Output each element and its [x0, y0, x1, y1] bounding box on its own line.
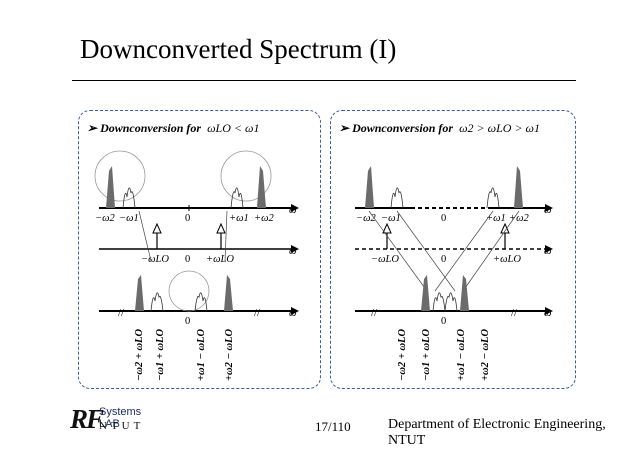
row3-break-left: // [371, 307, 378, 319]
row2-label-pos-lo: +ωLO [206, 254, 234, 265]
pos-w2-signal [257, 166, 266, 208]
row1-label-neg-w1: −ω1 [119, 213, 139, 224]
row2-omega: ω [544, 246, 551, 257]
right-heading-text: Downconversion for [352, 121, 454, 135]
if-pos-w2-signal [224, 275, 233, 311]
row1-axis-arrowhead [291, 204, 299, 212]
row3-axis-arrowhead [291, 307, 299, 315]
neg-w1-signal [390, 187, 404, 209]
row1-label-zero: 0 [185, 213, 190, 224]
row3-break-right: // [254, 307, 261, 319]
if-pos-w1-signal [194, 292, 208, 312]
row3-omega: ω [544, 308, 551, 319]
row3-label-1: −ω2 + ωLO [134, 329, 145, 381]
if-pos-w1-signal [444, 292, 458, 312]
row3-label-1: −ω2 + ωLO [397, 329, 408, 381]
left-heading-text: Downconversion for [100, 121, 202, 135]
row1-label-zero: 0 [441, 213, 446, 224]
right-panel-heading: ➢ Downconversion for ω2 > ωLO > ω1 [339, 121, 540, 136]
row2-axis-arrowhead [291, 245, 299, 253]
row3-label-zero: 0 [441, 316, 446, 327]
row3-label-2: −ω1 + ωLO [155, 329, 166, 381]
row1-label-neg-w1: −ω1 [381, 213, 401, 224]
mix-arrow-left [138, 210, 152, 262]
title-divider [72, 80, 576, 81]
right-spectrum-diagram: ω −ω2 −ω1 0 +ω1 +ω2 ω −ωLO 0 +ωLO [355, 166, 553, 381]
row1-axis-arrowhead [545, 204, 553, 212]
left-spectrum-diagram: ω −ω2 −ω1 0 +ω1 +ω2 ω −ωLO 0 [94, 150, 299, 381]
pos-lo-arrowhead [216, 222, 226, 234]
row1-label-pos-w1: +ω1 [229, 213, 249, 224]
mix-arrow-1 [368, 210, 428, 292]
if-neg-w2-signal [421, 275, 430, 311]
row3-break-left: // [118, 307, 125, 319]
left-panel: ➢ Downconversion for ωLO < ω1 ω −ω2 −ω1 0… [78, 110, 321, 389]
pos-w2-signal [514, 166, 523, 208]
row3-label-4: +ω2 − ωLO [480, 329, 491, 381]
row1-omega: ω [544, 205, 551, 216]
row1-label-pos-w1: +ω1 [486, 213, 506, 224]
arrow-bullet-icon: ➢ [339, 121, 350, 135]
row3-omega: ω [289, 308, 296, 319]
row1-label-neg-w2: −ω2 [95, 213, 115, 224]
neg-lo-arrowhead [152, 222, 162, 234]
right-panel: ➢ Downconversion for ω2 > ωLO > ω1 ω −ω2 … [330, 110, 576, 389]
row2-label-zero: 0 [185, 254, 190, 265]
row2-axis-arrowhead [545, 245, 553, 253]
if-neg-w1-signal [150, 292, 164, 312]
if-neg-w2-signal [135, 275, 144, 311]
logo-school-text: NTUT [99, 420, 145, 432]
arrow-bullet-icon: ➢ [87, 121, 98, 135]
row2-label-neg-lo: −ωLO [371, 254, 399, 265]
mix-arrow-right [224, 210, 228, 262]
neg-lo-arrowhead [382, 222, 392, 234]
row3-label-3: +ω1 − ωLO [196, 329, 207, 381]
if-pos-w2-signal [460, 275, 469, 311]
row3-break-right: // [511, 307, 518, 319]
if-neg-w1-signal [432, 292, 446, 312]
rf-systems-lab-logo: RF Systems LAB NTUT [70, 404, 160, 436]
neg-w2-signal [365, 166, 374, 208]
row2-label-zero: 0 [441, 254, 446, 265]
pos-w1-signal [486, 187, 500, 209]
mix-arrow-2 [396, 210, 456, 292]
row2-label-pos-lo: +ωLO [493, 254, 521, 265]
row1-label-neg-w2: −ω2 [356, 213, 376, 224]
left-panel-heading: ➢ Downconversion for ωLO < ω1 [87, 121, 259, 136]
row3-axis-arrowhead [545, 307, 553, 315]
row3-label-3: +ω1 − ωLO [456, 329, 467, 381]
neg-band-circle [94, 150, 146, 202]
row2-omega: ω [289, 246, 296, 257]
pos-w1-signal [230, 187, 244, 209]
if-band-circle [168, 270, 210, 312]
neg-w2-signal [106, 166, 115, 208]
row1-omega: ω [289, 205, 296, 216]
row3-label-2: −ω1 + ωLO [421, 329, 432, 381]
right-heading-condition: ω2 > ωLO > ω1 [459, 121, 541, 135]
department-name: Department of Electronic Engineering, NT… [388, 417, 606, 448]
neg-w1-signal [122, 187, 136, 209]
page-number: 17/110 [315, 419, 351, 434]
row2-label-neg-lo: −ωLO [141, 254, 169, 265]
pos-band-circle [220, 150, 272, 202]
row1-label-pos-w2: +ω2 [509, 213, 529, 224]
row3-label-4: +ω2 − ωLO [224, 329, 235, 381]
row1-label-pos-w2: +ω2 [254, 213, 274, 224]
left-heading-condition: ωLO < ω1 [207, 121, 260, 135]
row3-label-zero: 0 [185, 316, 190, 327]
pos-lo-arrowhead [500, 222, 510, 234]
logo-mark: RF [70, 404, 104, 434]
mix-arrow-3 [434, 210, 494, 292]
logo-lab-text: Systems LAB [99, 406, 142, 430]
page-title: Downconverted Spectrum (I) [80, 34, 397, 64]
mix-arrow-4 [462, 210, 520, 292]
